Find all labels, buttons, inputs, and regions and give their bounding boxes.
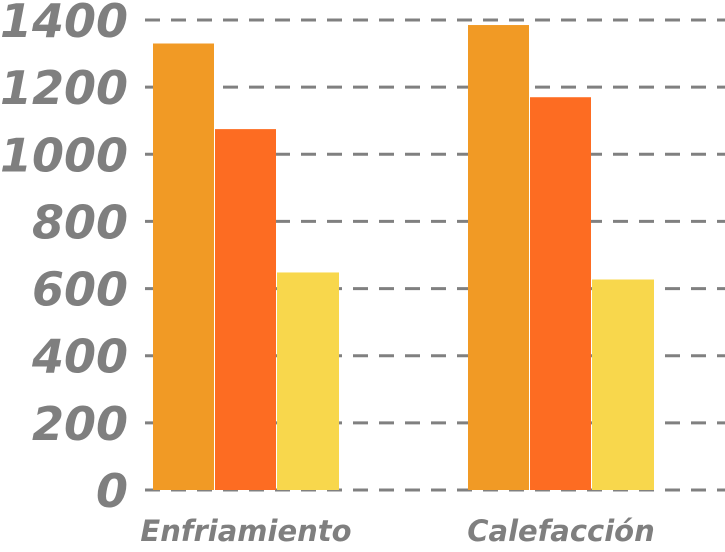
bar	[153, 43, 214, 490]
x-axis-category-labels: Enfriamiento Calefacción	[140, 514, 654, 548]
bar	[277, 272, 339, 490]
x-category-label: Calefacción	[467, 514, 655, 548]
y-tick-label: 200	[32, 397, 128, 451]
y-tick-label: 800	[32, 195, 128, 249]
bar	[530, 97, 591, 490]
bars	[153, 25, 654, 491]
bar	[468, 25, 529, 491]
bar	[215, 129, 276, 490]
y-tick-label: 400	[31, 330, 128, 384]
y-tick-label: 1200	[0, 61, 128, 115]
y-axis-tick-labels: 0 200 400 600 800 1000 1200 1400	[0, 0, 128, 518]
bar	[592, 279, 654, 490]
y-tick-label: 1000	[0, 128, 128, 182]
y-tick-label: 600	[32, 263, 128, 317]
y-tick-label: 1400	[0, 0, 128, 48]
y-tick-label: 0	[96, 464, 128, 518]
x-category-label: Enfriamiento	[140, 514, 351, 548]
gridlines	[145, 18, 725, 492]
